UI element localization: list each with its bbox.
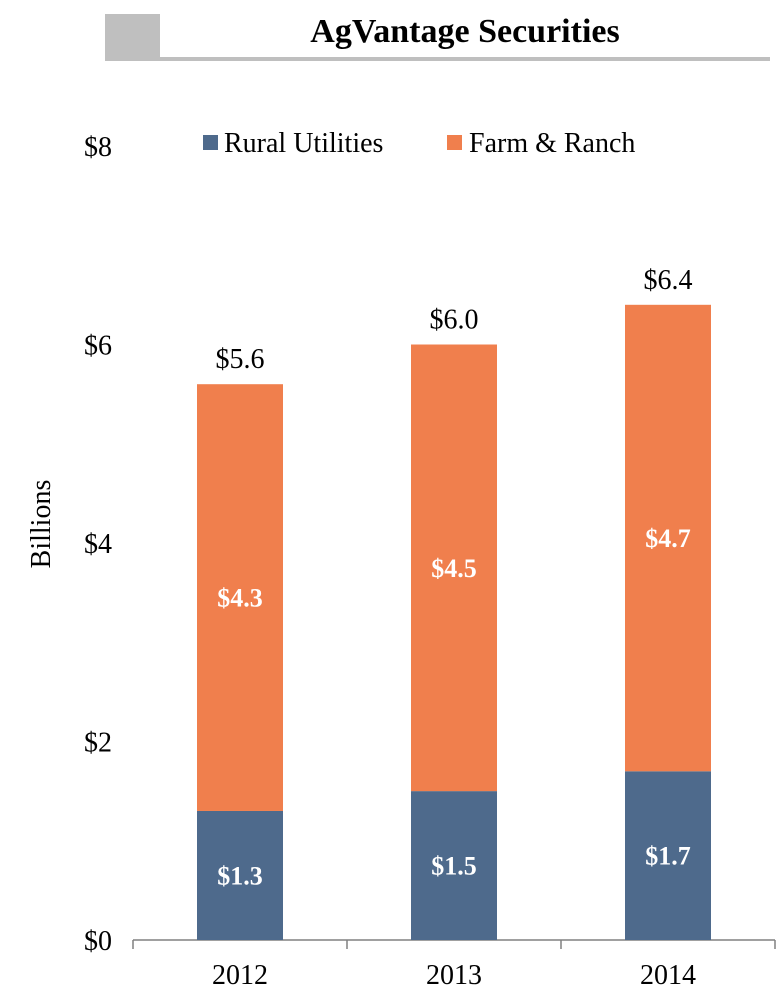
y-tick-label: $0 xyxy=(84,926,112,957)
total-data-label: $6.4 xyxy=(644,265,693,296)
legend-label: Rural Utilities xyxy=(224,128,383,159)
y-tick-label: $4 xyxy=(84,529,112,560)
y-tick-label: $8 xyxy=(84,132,112,163)
segment-data-label: $4.3 xyxy=(217,584,263,613)
legend-swatch-rural-utilities xyxy=(203,135,218,150)
total-data-label: $6.0 xyxy=(430,305,479,336)
bar-segment-rural-utilities xyxy=(197,810,283,940)
segment-data-label: $4.5 xyxy=(431,554,477,583)
x-tick-label: 2013 xyxy=(426,960,482,988)
x-tick-label: 2014 xyxy=(640,960,696,988)
legend-swatch-farm-ranch xyxy=(447,135,462,150)
segment-data-label: $1.5 xyxy=(431,852,477,881)
y-tick-label: $6 xyxy=(84,331,112,362)
bar-segment-farm-ranch xyxy=(197,384,283,811)
bar-segment-farm-ranch xyxy=(411,344,497,792)
header-accent-box xyxy=(105,14,160,61)
page-title: AgVantage Securities xyxy=(310,13,620,50)
x-tick-label: 2012 xyxy=(212,960,268,988)
legend-label: Farm & Ranch xyxy=(469,128,635,159)
segment-data-label: $1.3 xyxy=(217,861,263,890)
bar-segment-rural-utilities xyxy=(411,791,497,940)
bar-segment-rural-utilities xyxy=(625,771,711,940)
y-tick-label: $2 xyxy=(84,728,112,759)
y-axis-label: Billions xyxy=(26,480,57,569)
bar-segment-farm-ranch xyxy=(625,304,711,772)
segment-data-label: $4.7 xyxy=(645,524,691,553)
header-rule xyxy=(160,57,770,61)
segment-data-label: $1.7 xyxy=(645,842,691,871)
total-data-label: $5.6 xyxy=(216,344,265,375)
header: AgVantage Securities xyxy=(0,0,779,70)
